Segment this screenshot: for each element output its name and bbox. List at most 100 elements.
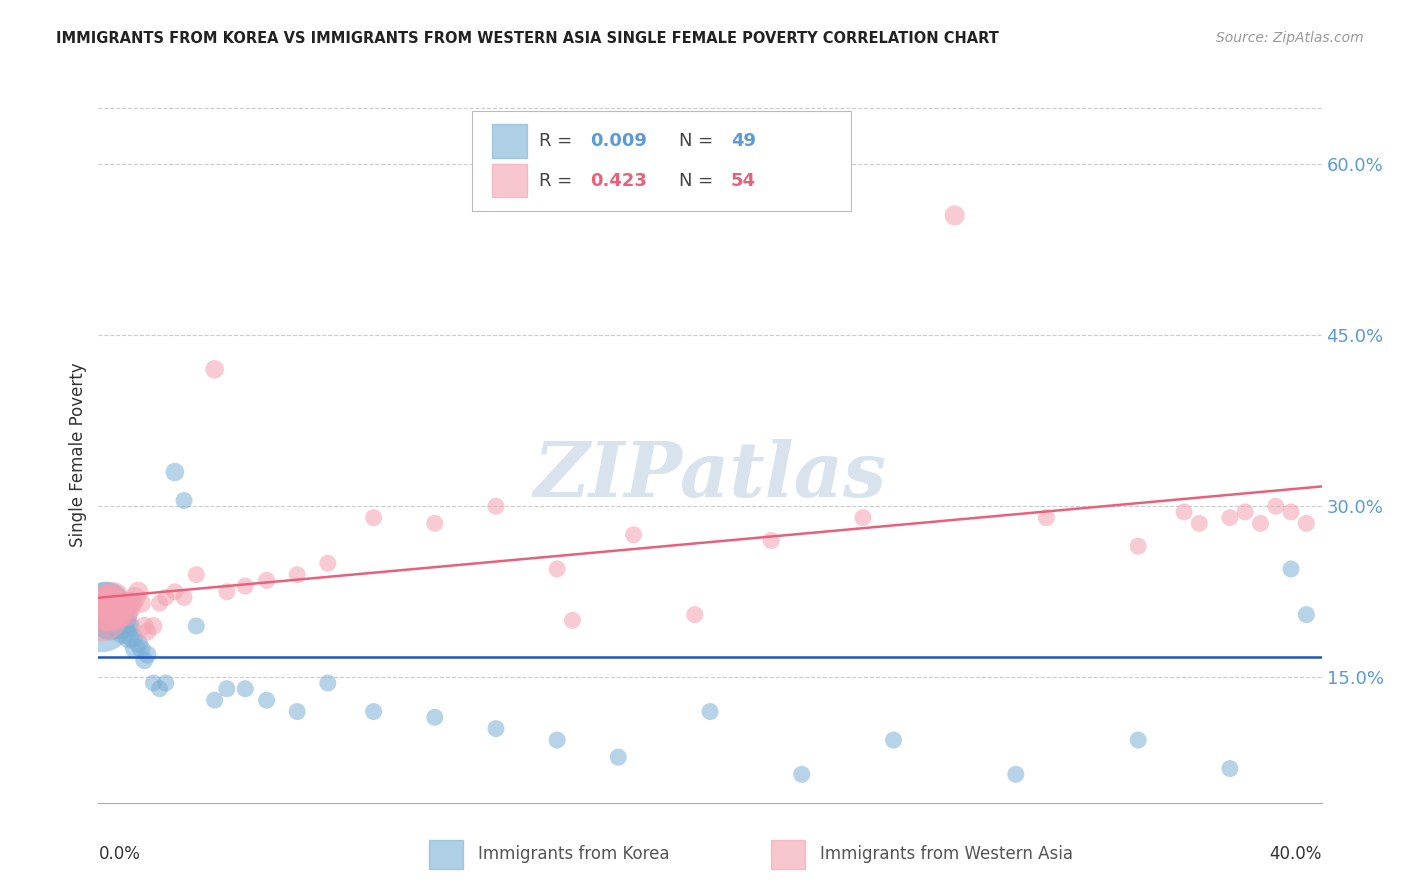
FancyBboxPatch shape xyxy=(471,111,851,211)
Point xyxy=(683,607,706,622)
Point xyxy=(115,619,138,633)
Point xyxy=(173,493,195,508)
Point xyxy=(115,607,138,622)
Point xyxy=(285,567,308,582)
Point xyxy=(105,596,128,610)
Point xyxy=(186,619,208,633)
FancyBboxPatch shape xyxy=(429,839,463,869)
Point xyxy=(852,510,875,524)
Point xyxy=(485,722,508,736)
Text: 49: 49 xyxy=(731,132,756,150)
Point xyxy=(163,584,186,599)
Point xyxy=(1173,505,1195,519)
Text: 40.0%: 40.0% xyxy=(1270,845,1322,863)
Point xyxy=(1295,516,1317,531)
Point xyxy=(111,613,134,627)
Point xyxy=(1279,562,1302,576)
Point xyxy=(108,607,131,622)
Point xyxy=(546,562,568,576)
Text: R =: R = xyxy=(538,172,578,190)
Point xyxy=(186,567,208,582)
Point xyxy=(108,607,131,622)
Point xyxy=(93,602,115,616)
Text: IMMIGRANTS FROM KOREA VS IMMIGRANTS FROM WESTERN ASIA SINGLE FEMALE POVERTY CORR: IMMIGRANTS FROM KOREA VS IMMIGRANTS FROM… xyxy=(56,31,1000,46)
Point xyxy=(124,641,146,656)
Point xyxy=(1249,516,1271,531)
Point xyxy=(100,602,122,616)
Point xyxy=(142,619,165,633)
Point xyxy=(561,613,583,627)
Point xyxy=(118,631,141,645)
Point xyxy=(485,500,508,514)
Point xyxy=(108,602,131,616)
FancyBboxPatch shape xyxy=(772,839,806,869)
FancyBboxPatch shape xyxy=(492,164,527,197)
Text: 0.423: 0.423 xyxy=(591,172,647,190)
Point xyxy=(118,602,141,616)
Point xyxy=(256,574,278,588)
Point xyxy=(173,591,195,605)
Text: 0.009: 0.009 xyxy=(591,132,647,150)
Text: N =: N = xyxy=(679,132,720,150)
Point xyxy=(149,681,172,696)
Point xyxy=(121,631,143,645)
Point xyxy=(423,710,446,724)
Point xyxy=(759,533,782,548)
Point xyxy=(105,602,128,616)
Text: ZIPatlas: ZIPatlas xyxy=(533,439,887,513)
Point xyxy=(423,516,446,531)
Point xyxy=(108,619,131,633)
Point xyxy=(142,676,165,690)
Point xyxy=(215,584,238,599)
Point xyxy=(1219,762,1241,776)
Point xyxy=(90,613,112,627)
Point xyxy=(105,607,128,622)
Point xyxy=(1004,767,1026,781)
Point xyxy=(103,602,125,616)
Text: 54: 54 xyxy=(731,172,756,190)
Point xyxy=(943,208,966,222)
Point xyxy=(97,602,120,616)
Point xyxy=(100,607,122,622)
Point xyxy=(127,584,149,599)
Text: 0.0%: 0.0% xyxy=(98,845,141,863)
Point xyxy=(136,648,159,662)
Point xyxy=(103,591,125,605)
Point xyxy=(546,733,568,747)
Point xyxy=(97,607,120,622)
Point xyxy=(316,676,339,690)
Point xyxy=(124,591,146,605)
Point xyxy=(118,596,141,610)
Point xyxy=(129,596,152,610)
Text: Immigrants from Western Asia: Immigrants from Western Asia xyxy=(820,845,1073,863)
Point xyxy=(155,676,177,690)
Point xyxy=(233,579,256,593)
Point xyxy=(129,641,152,656)
Point xyxy=(215,681,238,696)
Text: N =: N = xyxy=(679,172,720,190)
Point xyxy=(97,596,120,610)
Point xyxy=(111,624,134,639)
Point xyxy=(105,613,128,627)
Point xyxy=(233,681,256,696)
Point xyxy=(1295,607,1317,622)
Point xyxy=(1035,510,1057,524)
Point xyxy=(204,693,226,707)
Point xyxy=(163,465,186,479)
Point xyxy=(1264,500,1286,514)
Point xyxy=(118,619,141,633)
Point xyxy=(100,596,122,610)
Point xyxy=(623,528,645,542)
Point xyxy=(316,556,339,570)
Point xyxy=(285,705,308,719)
Point xyxy=(134,619,156,633)
Point xyxy=(1234,505,1257,519)
Point xyxy=(256,693,278,707)
Point xyxy=(790,767,813,781)
Point xyxy=(149,596,172,610)
FancyBboxPatch shape xyxy=(492,124,527,158)
Point xyxy=(97,596,120,610)
Point xyxy=(363,705,385,719)
Point xyxy=(115,607,138,622)
Point xyxy=(607,750,630,764)
